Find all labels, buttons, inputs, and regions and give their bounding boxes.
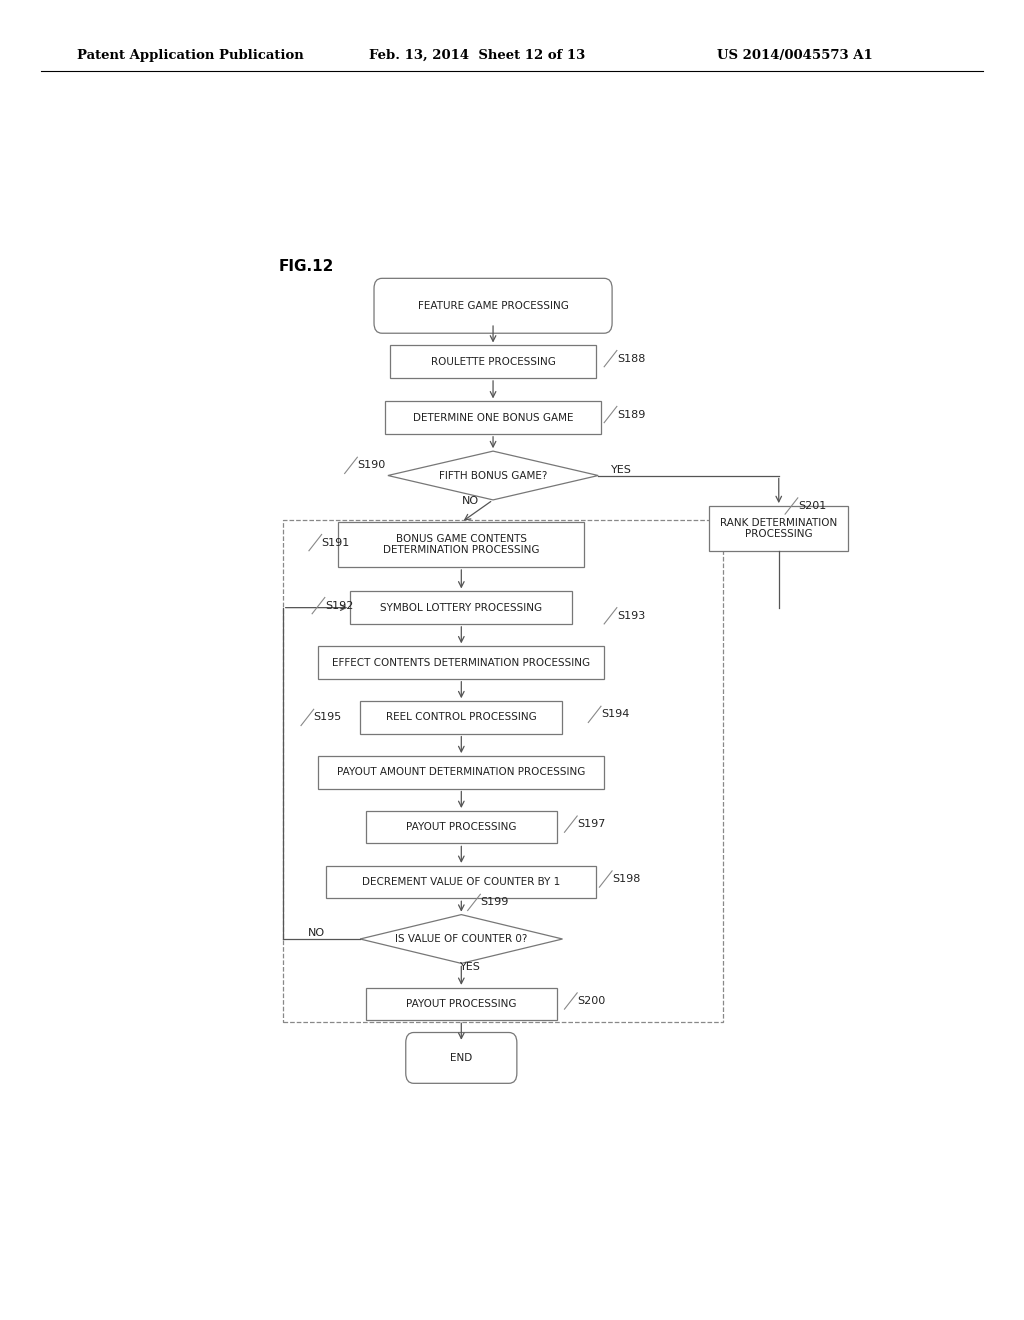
Text: S190: S190 — [357, 461, 386, 470]
Text: S192: S192 — [325, 601, 353, 611]
Text: DECREMENT VALUE OF COUNTER BY 1: DECREMENT VALUE OF COUNTER BY 1 — [362, 876, 560, 887]
Text: PAYOUT AMOUNT DETERMINATION PROCESSING: PAYOUT AMOUNT DETERMINATION PROCESSING — [337, 767, 586, 777]
Text: PAYOUT PROCESSING: PAYOUT PROCESSING — [407, 822, 516, 832]
Bar — [327, 866, 596, 899]
Text: ROULETTE PROCESSING: ROULETTE PROCESSING — [431, 356, 555, 367]
Text: PAYOUT PROCESSING: PAYOUT PROCESSING — [407, 999, 516, 1008]
Text: NO: NO — [307, 928, 325, 939]
Text: S199: S199 — [480, 898, 509, 907]
Bar — [338, 523, 585, 568]
Text: END: END — [451, 1053, 472, 1063]
Text: FIFTH BONUS GAME?: FIFTH BONUS GAME? — [439, 470, 547, 480]
Bar — [385, 401, 601, 434]
Text: S191: S191 — [322, 537, 350, 548]
Bar — [318, 756, 604, 788]
Bar — [390, 346, 596, 378]
Bar — [350, 591, 572, 624]
Text: S200: S200 — [578, 997, 605, 1006]
Text: Patent Application Publication: Patent Application Publication — [77, 49, 303, 62]
Text: DETERMINE ONE BONUS GAME: DETERMINE ONE BONUS GAME — [413, 413, 573, 422]
Text: S188: S188 — [616, 354, 645, 363]
Polygon shape — [388, 451, 598, 500]
Text: S198: S198 — [612, 874, 640, 884]
Bar — [367, 810, 557, 843]
Text: EFFECT CONTENTS DETERMINATION PROCESSING: EFFECT CONTENTS DETERMINATION PROCESSING — [332, 657, 591, 668]
Text: S195: S195 — [313, 713, 342, 722]
Text: BONUS GAME CONTENTS
DETERMINATION PROCESSING: BONUS GAME CONTENTS DETERMINATION PROCES… — [383, 533, 540, 556]
Bar — [360, 701, 562, 734]
Text: SYMBOL LOTTERY PROCESSING: SYMBOL LOTTERY PROCESSING — [380, 603, 543, 612]
Text: IS VALUE OF COUNTER 0?: IS VALUE OF COUNTER 0? — [395, 935, 527, 944]
Bar — [283, 520, 723, 1022]
Text: Feb. 13, 2014  Sheet 12 of 13: Feb. 13, 2014 Sheet 12 of 13 — [369, 49, 585, 62]
Polygon shape — [360, 915, 562, 964]
Text: YES: YES — [610, 466, 632, 475]
Text: S193: S193 — [616, 611, 645, 620]
Text: FIG.12: FIG.12 — [279, 259, 334, 273]
FancyBboxPatch shape — [406, 1032, 517, 1084]
Bar — [318, 647, 604, 678]
Text: NO: NO — [462, 496, 479, 506]
Text: YES: YES — [461, 961, 481, 972]
Bar — [710, 506, 848, 550]
Text: US 2014/0045573 A1: US 2014/0045573 A1 — [717, 49, 872, 62]
Text: S194: S194 — [601, 709, 630, 719]
Text: FEATURE GAME PROCESSING: FEATURE GAME PROCESSING — [418, 301, 568, 310]
Text: RANK DETERMINATION
PROCESSING: RANK DETERMINATION PROCESSING — [720, 517, 838, 539]
Text: S201: S201 — [798, 502, 826, 511]
FancyBboxPatch shape — [374, 279, 612, 333]
Text: S197: S197 — [578, 820, 605, 829]
Text: REEL CONTROL PROCESSING: REEL CONTROL PROCESSING — [386, 713, 537, 722]
Text: S189: S189 — [616, 409, 645, 420]
Bar — [367, 987, 557, 1020]
